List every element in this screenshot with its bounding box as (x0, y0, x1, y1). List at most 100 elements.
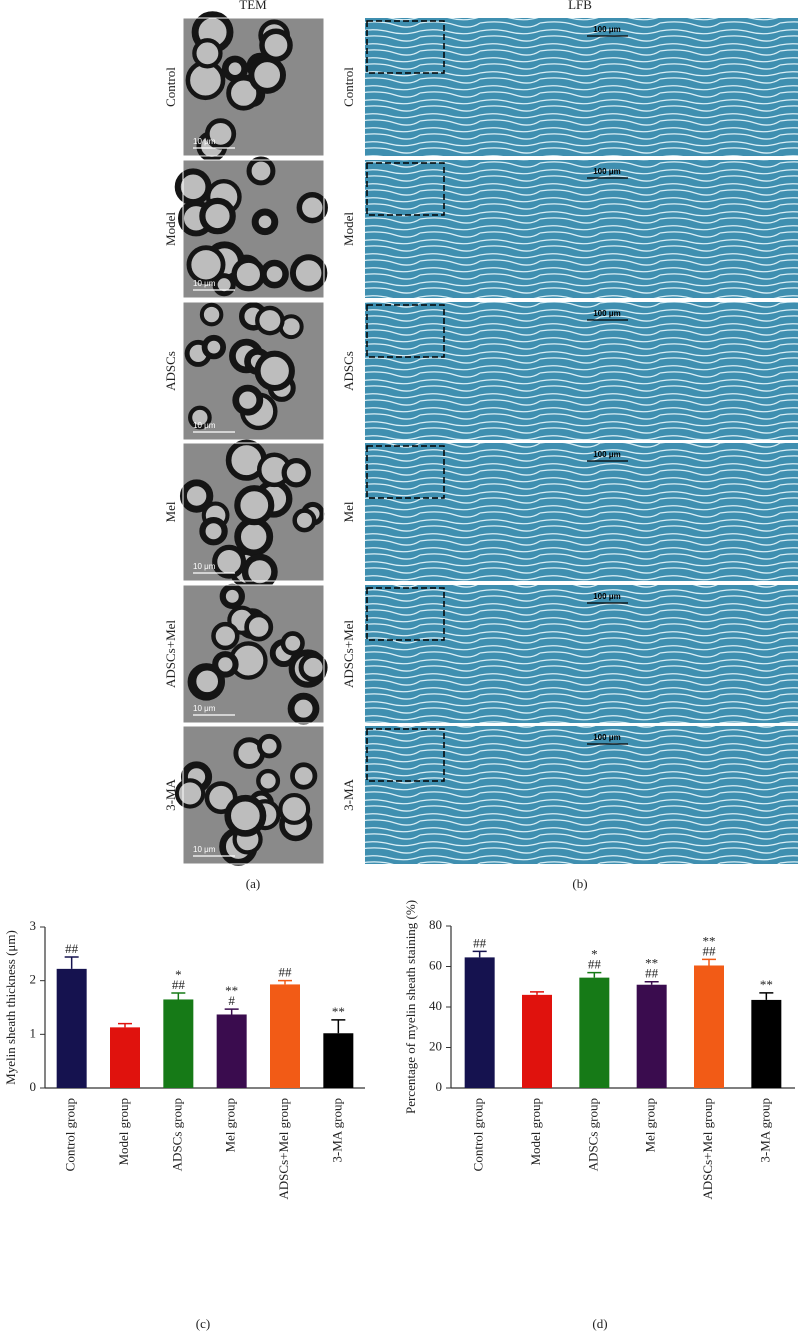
axon (189, 663, 225, 700)
lfb-image (365, 585, 798, 723)
axon (260, 259, 289, 289)
axon (244, 612, 274, 642)
axon (255, 305, 285, 336)
axon (211, 621, 240, 651)
scale-label: 10 μm (193, 845, 216, 854)
significance: ** (703, 933, 716, 948)
scale-label: 100 μm (593, 309, 621, 318)
lfb-image (365, 160, 798, 298)
bar (751, 999, 782, 1088)
axon (231, 257, 266, 292)
bar (694, 965, 724, 1088)
bar (323, 1033, 354, 1088)
tem-frame (182, 159, 325, 299)
bar (636, 984, 667, 1088)
error-bar (472, 950, 487, 958)
bar (56, 968, 87, 1088)
y-axis-label: Percentage of myelin sheath staining (%) (403, 900, 418, 1114)
scale-label: 10 μm (193, 421, 216, 430)
axon (290, 762, 318, 790)
dashed-box (366, 304, 445, 358)
tem-frame (182, 442, 325, 582)
dashed-box (366, 728, 445, 782)
tem-frame (182, 584, 325, 724)
significance: ## (279, 965, 293, 980)
axon (232, 384, 264, 416)
scale-label: 10 μm (193, 279, 216, 288)
error-bar (64, 956, 79, 969)
x-tick-label: ADSCs+Mel group (276, 1098, 291, 1200)
y-tick-label: 20 (429, 1038, 442, 1053)
axon (204, 118, 237, 150)
row-label: 3-MA (341, 779, 356, 811)
y-tick-label: 3 (30, 918, 37, 933)
scale-label: 100 μm (593, 733, 621, 742)
axon (234, 485, 275, 526)
axon (192, 38, 223, 69)
scale-label: 10 μm (193, 562, 216, 571)
scale-label: 10 μm (193, 137, 216, 146)
error-bar (702, 958, 716, 966)
x-tick-label: Mel group (223, 1098, 238, 1153)
axon (201, 334, 227, 360)
error-bar (331, 1019, 346, 1034)
lfb-image (365, 726, 798, 864)
tem-title: TEM (239, 0, 267, 12)
x-tick-label: ADSCs group (585, 1098, 600, 1171)
x-tick-label: Model group (528, 1098, 543, 1166)
error-bar (224, 1008, 239, 1015)
y-tick-label: 0 (436, 1079, 443, 1094)
y-axis-label: Myelin sheath thickness (μm) (3, 930, 18, 1085)
axon (221, 55, 249, 82)
row-label: Mel (163, 501, 178, 522)
y-tick-label: 40 (429, 998, 442, 1013)
x-tick-label: ADSCs+Mel group (700, 1098, 715, 1200)
scale-label: 100 μm (593, 25, 621, 34)
axon (281, 458, 311, 488)
significance: * (175, 967, 182, 982)
dashed-box (366, 162, 445, 216)
row-label: Control (163, 67, 178, 107)
axon (212, 651, 239, 678)
x-tick-label: Model group (116, 1098, 131, 1166)
error-bar (171, 992, 186, 1000)
axon (289, 254, 328, 292)
row-label: ADSCs (341, 351, 356, 391)
significance: ## (645, 966, 659, 981)
dashed-box (366, 445, 445, 499)
x-tick-label: Control group (63, 1098, 78, 1171)
axon (298, 652, 328, 682)
axon (199, 517, 228, 546)
row-label: Mel (341, 501, 356, 522)
bar (270, 984, 300, 1088)
scale-label: 10 μm (193, 704, 216, 713)
axon (234, 517, 274, 557)
axon (174, 778, 206, 809)
lfb-image (365, 443, 798, 581)
error-bar (644, 980, 659, 985)
significance: ## (172, 977, 186, 992)
tem-frame (182, 301, 325, 441)
lfb-title: LFB (568, 0, 592, 12)
dashed-box (366, 587, 445, 641)
bar (216, 1014, 247, 1088)
axon (246, 156, 276, 186)
panel-label: (a) (246, 876, 260, 891)
dashed-box (366, 20, 445, 74)
axon (241, 553, 278, 590)
axon (186, 245, 226, 285)
y-tick-label: 2 (30, 972, 37, 987)
axon (280, 631, 305, 656)
significance: ** (332, 1004, 345, 1019)
axon (248, 56, 286, 94)
axon (219, 583, 245, 610)
scale-label: 100 μm (593, 450, 621, 459)
significance: ## (588, 957, 602, 972)
bar (522, 994, 552, 1088)
error-bar (118, 1022, 132, 1028)
row-label: ADSCs+Mel (341, 620, 356, 688)
axon (174, 168, 212, 206)
x-tick-label: Control group (471, 1098, 486, 1171)
row-label: ADSCs (163, 351, 178, 391)
